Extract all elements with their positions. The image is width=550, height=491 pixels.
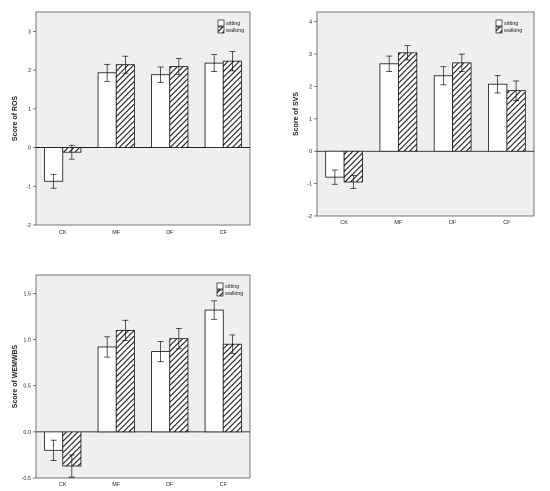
x-tick-label: MF: [112, 482, 121, 488]
y-tick-label: -2: [307, 214, 312, 220]
y-tick-label: 1: [309, 117, 312, 123]
y-tick-label: 0.0: [23, 430, 31, 436]
bar-walking-MF: [115, 64, 135, 148]
y-tick-label: 3: [28, 29, 31, 35]
bar-walking-DF: [452, 62, 472, 152]
y-tick-label: -0.5: [22, 476, 31, 482]
legend-label-walking: walking: [503, 28, 522, 34]
legend-swatch-sitting: [216, 282, 224, 290]
y-tick-label: -1: [307, 182, 312, 188]
y-tick-label: 1.5: [23, 291, 31, 297]
bar-sitting-MF: [379, 63, 399, 152]
y-tick-label: 0: [28, 146, 31, 152]
bar-sitting-CF: [204, 309, 224, 433]
bar-sitting-DF: [151, 74, 171, 148]
y-axis-label: Score of WEMWBS: [12, 344, 19, 408]
legend-swatch-walking: [216, 289, 224, 297]
chart-3: -0.5 0.0 0.5 1.0 1.5 Score of WEMWBS CK MF DF CF s…: [12, 274, 251, 488]
y-tick-label: 3: [309, 52, 312, 58]
y-tick-label: 2: [309, 84, 312, 90]
x-tick-label: CF: [503, 220, 511, 226]
bar-walking-MF: [115, 329, 135, 433]
x-tick-label: DF: [166, 230, 174, 236]
x-tick-label: CK: [59, 482, 67, 488]
x-tick-label: DF: [166, 482, 174, 488]
x-tick-label: MF: [394, 220, 403, 226]
y-tick-label: 0: [309, 149, 312, 155]
bar-walking-CF: [222, 60, 242, 148]
bar-walking-MF: [397, 52, 418, 152]
x-tick-label: DF: [449, 220, 457, 226]
bar-sitting-CF: [204, 62, 224, 148]
bar-sitting-MF: [97, 72, 117, 148]
bar-sitting-DF: [433, 75, 454, 152]
legend-label-sitting: sitting: [504, 21, 518, 27]
bar-sitting-CF: [488, 83, 508, 152]
y-tick-label: 2: [28, 68, 31, 74]
legend-swatch-sitting: [217, 19, 225, 27]
chart-1: -2 -1 0 1 2 3 Score of ROS CK MF DF CF sittingwalki…: [12, 11, 251, 236]
legend-label-walking: walking: [224, 291, 243, 297]
y-tick-label: 1.0: [23, 338, 31, 344]
x-tick-label: CF: [220, 482, 228, 488]
legend-swatch-sitting: [495, 19, 503, 27]
legend-swatch-walking: [495, 26, 503, 34]
legend-swatch-walking: [217, 26, 225, 34]
y-axis-label: Score of SVS: [293, 92, 300, 136]
y-tick-label: 4: [309, 20, 312, 26]
bar-walking-CF: [222, 343, 242, 433]
chart-2: -2 -1 0 1 2 3 4 Score of SVS CK MF DF CF sittingwalk…: [293, 11, 535, 226]
legend-label-sitting: sitting: [225, 284, 239, 290]
y-tick-label: 0.5: [23, 384, 31, 390]
bar-walking-DF: [169, 66, 189, 148]
legend-label-sitting: sitting: [226, 21, 240, 27]
y-tick-label: -2: [26, 223, 31, 229]
bar-sitting-DF: [151, 351, 171, 433]
y-tick-label: 1: [28, 107, 31, 113]
legend-label-walking: walking: [225, 28, 244, 34]
y-axis-label: Score of ROS: [12, 96, 19, 141]
x-tick-label: CK: [340, 220, 348, 226]
x-tick-label: CF: [220, 230, 228, 236]
x-tick-label: MF: [112, 230, 121, 236]
bar-sitting-MF: [97, 346, 117, 433]
x-tick-label: CK: [59, 230, 67, 236]
bar-walking-DF: [169, 338, 189, 433]
y-tick-label: -1: [26, 184, 31, 190]
